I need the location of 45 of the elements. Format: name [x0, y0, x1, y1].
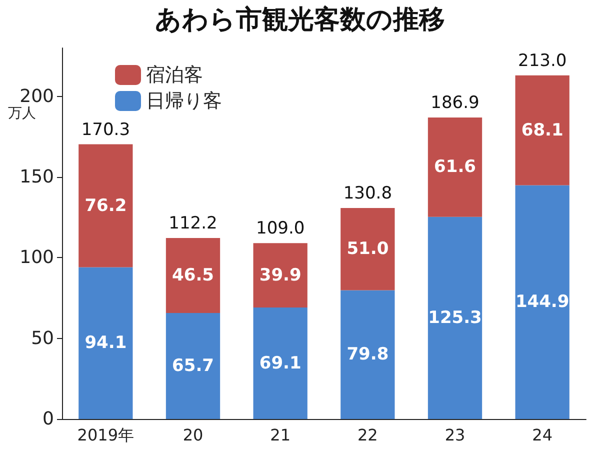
total-label: 213.0 — [518, 50, 567, 71]
bar — [515, 75, 570, 186]
x-tick-label: 24 — [532, 426, 553, 444]
bar — [340, 290, 395, 419]
bar — [253, 308, 308, 419]
data-label: 69.1 — [259, 353, 302, 374]
bar — [340, 208, 395, 290]
bar — [515, 185, 570, 419]
x-tick-label: 20 — [182, 426, 204, 444]
data-label: 65.7 — [172, 356, 214, 376]
data-label: 79.8 — [346, 344, 389, 365]
total-label: 112.2 — [168, 214, 218, 234]
bar — [253, 243, 308, 308]
legend-label: 宿泊客 — [146, 64, 203, 86]
data-label: 39.9 — [259, 265, 302, 286]
bar — [428, 118, 482, 217]
data-label: 51.0 — [346, 239, 389, 260]
bar — [78, 144, 133, 268]
total-label: 186.9 — [430, 93, 480, 114]
chart-title: あわら市観光客数の推移 — [155, 5, 445, 35]
total-label: 109.0 — [256, 218, 305, 239]
data-label: 46.5 — [172, 266, 214, 286]
total-label: 130.8 — [343, 184, 392, 204]
y-tick-label: 0 — [42, 408, 54, 430]
y-tick-label: 150 — [20, 166, 54, 188]
data-label: 144.9 — [515, 292, 570, 312]
data-label: 94.1 — [84, 333, 127, 354]
y-tick-label: 100 — [20, 247, 54, 268]
bar — [166, 313, 220, 419]
total-label: 170.3 — [81, 120, 130, 140]
data-label: 76.2 — [84, 196, 127, 216]
y-tick-label: 50 — [31, 328, 54, 349]
data-label: 68.1 — [521, 120, 564, 140]
data-label: 61.6 — [434, 157, 476, 178]
data-label: 125.3 — [428, 308, 482, 328]
y-axis-title: 万人 — [8, 105, 36, 122]
bar — [78, 267, 133, 419]
x-tick-label: 21 — [270, 426, 291, 444]
x-tick-label: 2019年 — [77, 426, 134, 444]
y-tick-label: 200 — [20, 86, 54, 107]
x-tick-label: 23 — [444, 426, 466, 444]
bar — [428, 216, 482, 419]
legend-label: 日帰り客 — [146, 90, 222, 112]
x-tick-label: 22 — [357, 426, 378, 444]
bar — [166, 238, 220, 314]
